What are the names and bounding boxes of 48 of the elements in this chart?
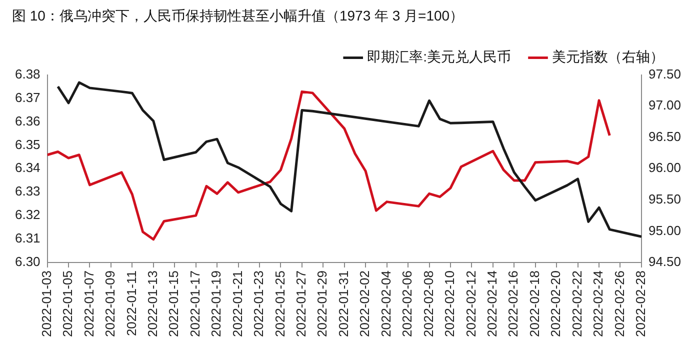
x-tick-label: 2022-01-03 xyxy=(38,270,54,337)
x-tick-label: 2022-02-22 xyxy=(569,270,584,337)
x-tick-label: 2022-02-24 xyxy=(590,270,606,337)
y2-tick-label: 94.50 xyxy=(648,254,682,270)
x-tick-label: 2022-01-21 xyxy=(230,270,245,337)
x-tick-label: 2022-02-16 xyxy=(506,270,521,337)
x-tick-label: 2022-02-26 xyxy=(612,270,627,337)
x-tick-label: 2022-02-10 xyxy=(442,270,458,337)
x-tick-label: 2022-02-18 xyxy=(526,270,542,337)
y-tick-label: 6.31 xyxy=(14,230,40,246)
y-tick-label: 6.34 xyxy=(14,160,40,176)
chart-title: 图 10：俄乌冲突下，人民币保持韧性甚至小幅升值（1973 年 3 月=100） xyxy=(12,7,464,24)
y2-tick-label: 97.00 xyxy=(648,98,682,113)
y-tick-label: 6.38 xyxy=(14,66,40,82)
x-tick-label: 2022-01-13 xyxy=(144,270,160,337)
x-tick-label: 2022-02-12 xyxy=(463,270,478,337)
y-tick-label: 6.33 xyxy=(14,184,40,199)
x-tick-label: 2022-01-31 xyxy=(336,270,351,337)
x-tick-label: 2022-02-04 xyxy=(378,270,394,337)
legend-label: 美元指数（右轴） xyxy=(552,48,664,65)
x-tick-label: 2022-02-06 xyxy=(400,270,415,337)
x-tick-label: 2022-02-02 xyxy=(357,270,372,337)
y-tick-label: 6.37 xyxy=(14,90,40,105)
x-tick-label: 2022-01-15 xyxy=(166,270,182,337)
y2-tick-label: 95.50 xyxy=(648,192,682,207)
y-tick-label: 6.30 xyxy=(14,254,40,270)
x-tick-label: 2022-01-09 xyxy=(102,270,118,337)
x-tick-label: 2022-01-27 xyxy=(294,270,309,337)
x-tick-label: 2022-01-25 xyxy=(272,270,288,337)
x-tick-label: 2022-02-14 xyxy=(484,270,500,337)
y2-tick-label: 97.50 xyxy=(648,66,682,82)
y-tick-label: 6.35 xyxy=(14,136,40,152)
y-tick-label: 6.32 xyxy=(14,207,40,222)
x-tick-label: 2022-01-29 xyxy=(314,270,330,337)
legend-label: 即期汇率:美元兑人民币 xyxy=(367,48,511,65)
x-tick-label: 2022-02-08 xyxy=(420,270,436,337)
y2-tick-label: 95.00 xyxy=(648,222,682,238)
x-tick-label: 2022-01-07 xyxy=(81,270,96,337)
x-tick-label: 2022-02-20 xyxy=(548,270,564,337)
x-tick-label: 2022-01-19 xyxy=(208,270,224,337)
x-tick-label: 2022-01-23 xyxy=(251,270,266,337)
y-tick-label: 6.36 xyxy=(14,113,40,128)
x-tick-label: 2022-01-05 xyxy=(60,270,76,337)
y2-tick-label: 96.00 xyxy=(648,160,682,176)
x-tick-label: 2022-01-17 xyxy=(187,270,202,337)
x-tick-label: 2022-02-28 xyxy=(633,270,648,337)
y2-tick-label: 96.50 xyxy=(648,128,682,144)
x-tick-label: 2022-01-11 xyxy=(124,270,139,336)
